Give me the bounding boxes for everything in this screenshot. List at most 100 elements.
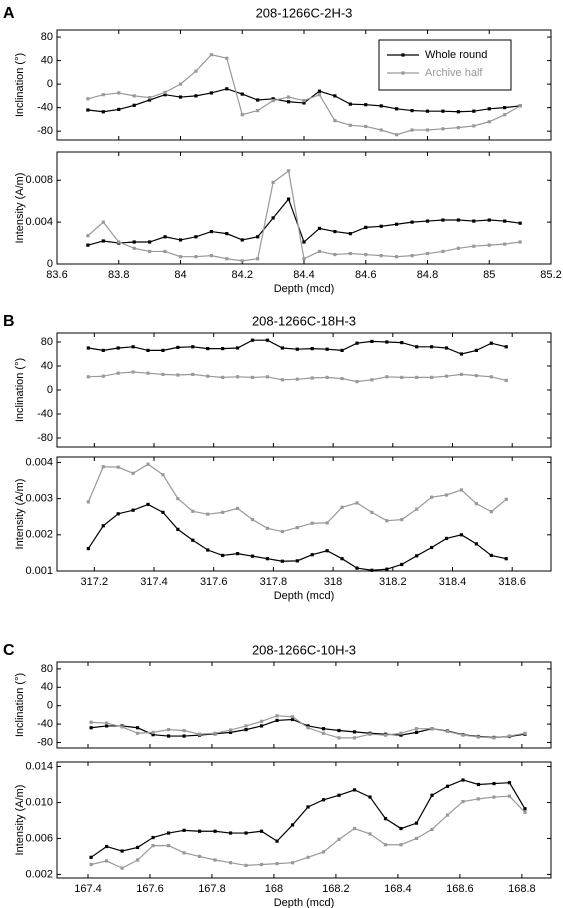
data-point: [459, 488, 464, 492]
data-point: [256, 108, 260, 113]
data-point: [194, 255, 198, 259]
data-point: [459, 352, 464, 356]
data-point: [425, 109, 430, 113]
x-tick-label: 84.6: [355, 269, 376, 281]
data-point: [265, 526, 270, 530]
data-point: [120, 849, 124, 853]
data-point: [461, 799, 465, 804]
data-point: [280, 529, 284, 534]
y-axis-label: Intensity (A/m): [14, 479, 26, 550]
data-point: [161, 372, 165, 376]
data-point: [176, 527, 180, 531]
data-point: [213, 829, 217, 833]
data-point: [209, 229, 213, 234]
data-point: [194, 69, 198, 73]
data-point: [400, 341, 404, 345]
data-point: [89, 726, 93, 730]
data-point: [117, 91, 121, 95]
x-tick-label: 168.6: [446, 883, 474, 895]
data-point: [321, 798, 326, 802]
data-point: [135, 858, 140, 862]
data-point: [399, 826, 403, 831]
data-point: [310, 521, 314, 525]
data-point: [518, 104, 522, 108]
y-tick-label: 0.003: [25, 493, 53, 505]
data-point: [131, 370, 135, 374]
x-tick-label: 83.6: [46, 269, 67, 281]
y-tick-label: 0.002: [25, 868, 53, 880]
data-point: [101, 239, 105, 243]
data-point: [441, 218, 445, 222]
data-point: [302, 101, 306, 105]
x-tick-label: 84.4: [293, 269, 314, 281]
data-point: [364, 252, 368, 257]
data-point: [518, 240, 522, 244]
data-point: [213, 731, 217, 735]
y-axis-label: Inclination (°): [14, 53, 26, 117]
data-point: [472, 109, 476, 113]
data-point: [456, 126, 460, 130]
data-point: [206, 512, 210, 516]
x-tick-label: 318.4: [439, 576, 467, 588]
y-tick-label: 0.001: [25, 565, 53, 577]
data-point: [135, 726, 140, 730]
data-point: [340, 505, 344, 509]
data-point: [364, 103, 368, 107]
data-point: [430, 793, 434, 797]
data-point: [228, 728, 233, 732]
data-point: [523, 807, 527, 811]
data-point: [523, 810, 527, 814]
data-point: [352, 826, 357, 831]
data-point: [395, 255, 399, 259]
data-point: [256, 235, 260, 239]
y-tick-label: 40: [41, 360, 53, 372]
data-point: [337, 793, 341, 797]
y-tick-label: 0: [47, 700, 53, 712]
data-point: [221, 347, 225, 351]
data-point: [430, 345, 434, 349]
data-point: [148, 98, 152, 102]
data-point: [503, 242, 507, 246]
data-point: [131, 508, 135, 512]
data-point: [302, 98, 306, 103]
data-point: [101, 374, 105, 378]
data-point: [504, 378, 508, 382]
data-point: [355, 501, 359, 505]
data-point: [176, 345, 180, 349]
y-tick-label: -80: [37, 125, 53, 137]
y-tick-label: -80: [37, 432, 53, 444]
data-point: [492, 736, 496, 740]
data-point: [225, 56, 229, 60]
y-axis-label: Inclination (°): [14, 673, 26, 737]
data-point: [148, 249, 152, 254]
data-point: [166, 728, 171, 732]
data-point: [295, 377, 299, 381]
y-tick-label: 0.004: [25, 216, 53, 228]
data-point: [383, 817, 388, 821]
data-point: [430, 727, 434, 731]
data-point: [286, 197, 291, 201]
data-point: [250, 554, 255, 558]
data-point: [135, 731, 140, 735]
data-point: [355, 341, 359, 345]
data-point: [337, 728, 341, 733]
panel-letter: B: [3, 313, 15, 330]
legend-label: Whole round: [425, 49, 487, 61]
data-point: [178, 95, 183, 99]
data-point: [146, 462, 150, 466]
data-point: [209, 91, 213, 95]
data-point: [348, 251, 352, 256]
data-point: [302, 257, 306, 261]
data-point: [166, 831, 171, 835]
x-tick-label: 318: [324, 576, 342, 588]
data-point: [410, 220, 414, 224]
x-axis-label: Depth (mcd): [274, 283, 335, 295]
data-point: [151, 730, 155, 734]
legend-marker: [401, 53, 405, 57]
data-point: [385, 340, 389, 344]
data-point: [489, 510, 493, 514]
data-point: [337, 837, 341, 841]
data-point: [317, 226, 322, 231]
plot-frame: [56, 456, 552, 572]
data-point: [197, 829, 202, 833]
